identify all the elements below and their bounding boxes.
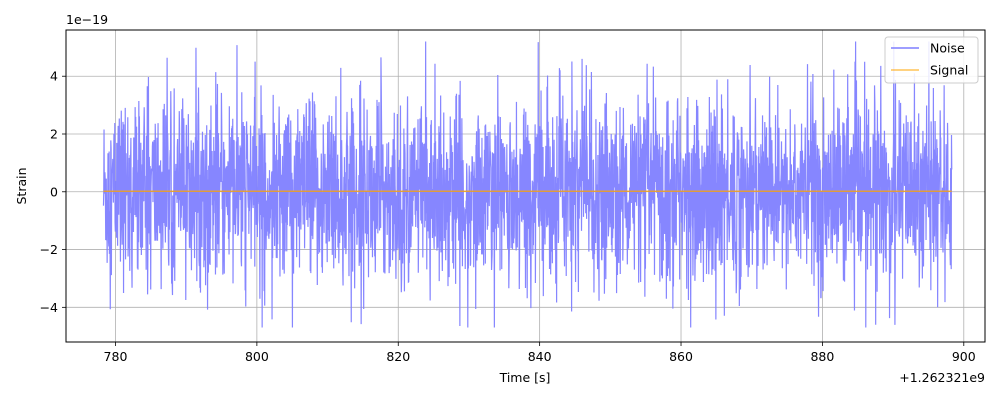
legend: Noise Signal — [884, 36, 979, 84]
x-ticks: 780 800 820 840 860 880 900 — [104, 342, 976, 364]
y-tick-label: −2 — [40, 242, 58, 257]
x-tick-label: 880 — [810, 349, 834, 364]
x-tick-label: 900 — [952, 349, 976, 364]
x-offset-label: +1.262321e9 — [899, 370, 985, 385]
y-multiplier-label: 1e−19 — [66, 12, 108, 27]
legend-signal-label: Signal — [930, 63, 968, 78]
x-tick-label: 800 — [245, 349, 269, 364]
x-tick-label: 820 — [386, 349, 410, 364]
y-ticks: −4 −2 0 2 4 — [40, 69, 66, 315]
y-tick-label: 2 — [50, 127, 58, 142]
y-tick-label: 0 — [50, 184, 58, 199]
y-tick-label: −4 — [40, 300, 58, 315]
plot-frame — [65, 29, 986, 343]
legend-noise-label: Noise — [930, 41, 965, 56]
x-tick-label: 780 — [104, 349, 128, 364]
y-axis-label: Strain — [14, 167, 29, 204]
x-tick-label: 860 — [669, 349, 693, 364]
x-tick-label: 840 — [528, 349, 552, 364]
x-axis-label: Time [s] — [499, 370, 551, 385]
y-tick-label: 4 — [50, 69, 58, 84]
